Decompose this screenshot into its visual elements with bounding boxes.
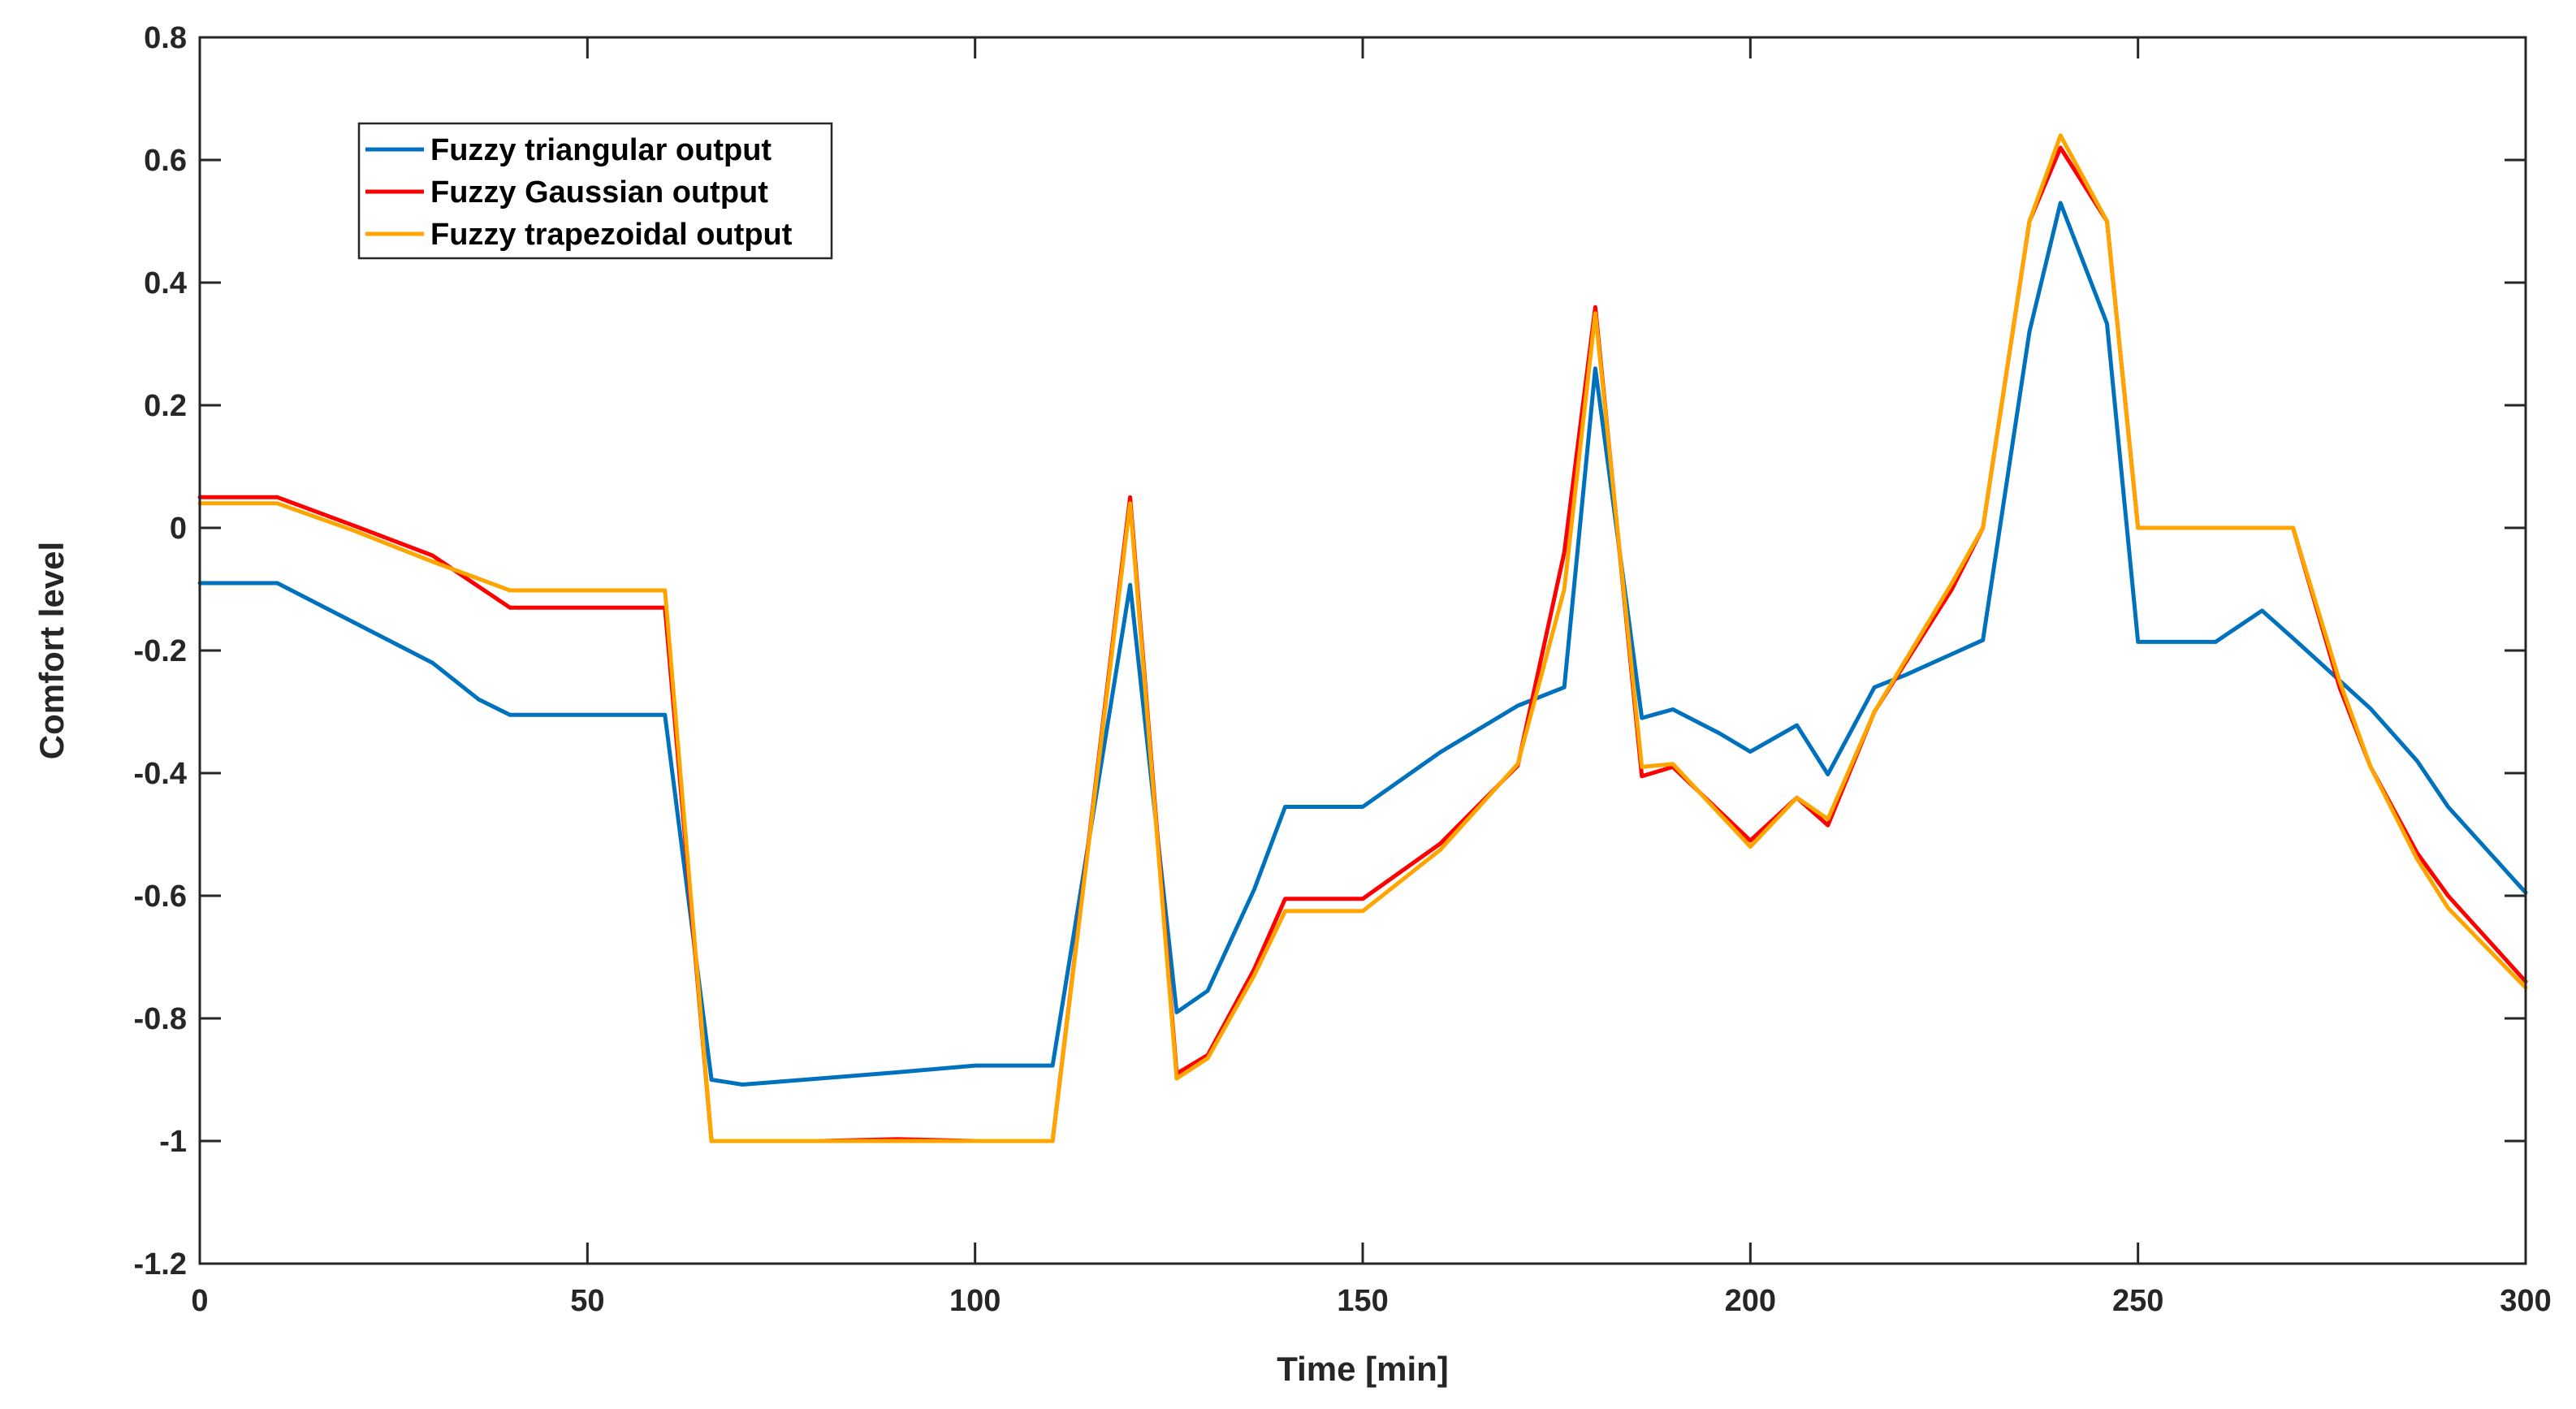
series-line-fuzzy-triangular-output [197,201,2528,1087]
y-tick-label: -1 [159,1125,187,1159]
legend: Fuzzy triangular output Fuzzy Gaussian ou… [357,122,833,260]
legend-label-fuzzy-trapezoidal-output: Fuzzy trapezoidal output [430,218,793,252]
x-tick-label: 100 [949,1284,1001,1318]
x-tick-label: 200 [1725,1284,1776,1318]
y-tick-label: -0.4 [134,757,187,791]
x-tick-label: 300 [2500,1284,2551,1318]
y-tick-label: 0.8 [144,21,187,55]
y-tick-label: 0 [170,512,187,546]
legend-label-fuzzy-triangular-output: Fuzzy triangular output [430,133,772,167]
y-axis-ticks: -1.2 -1 -0.8 -0.6 -0.4 -0.2 0 0.2 0.4 0.6 0.8 [134,21,2526,1281]
y-tick-label: 0.6 [144,144,187,178]
series-line-fuzzy-trapezoidal-output [197,133,2528,1143]
x-tick-label: 0 [191,1284,208,1318]
y-tick-label: -0.6 [134,880,187,914]
x-axis-ticks: 0 50 100 150 200 250 300 [191,37,2552,1318]
y-axis-title: Comfort level [32,542,71,759]
y-tick-label: -0.8 [134,1002,187,1036]
x-tick-label: 250 [2112,1284,2163,1318]
series-group [197,133,2528,1143]
x-tick-label: 150 [1337,1284,1388,1318]
x-axis-title: Time [min] [1277,1350,1449,1388]
legend-box [357,122,833,260]
y-tick-label: 0.2 [144,389,187,423]
y-tick-label: -0.2 [134,634,187,668]
x-tick-label: 50 [570,1284,604,1318]
y-tick-label: -1.2 [134,1247,187,1281]
legend-label-fuzzy-gaussian-output: Fuzzy Gaussian output [430,175,768,210]
y-tick-label: 0.4 [144,266,187,300]
